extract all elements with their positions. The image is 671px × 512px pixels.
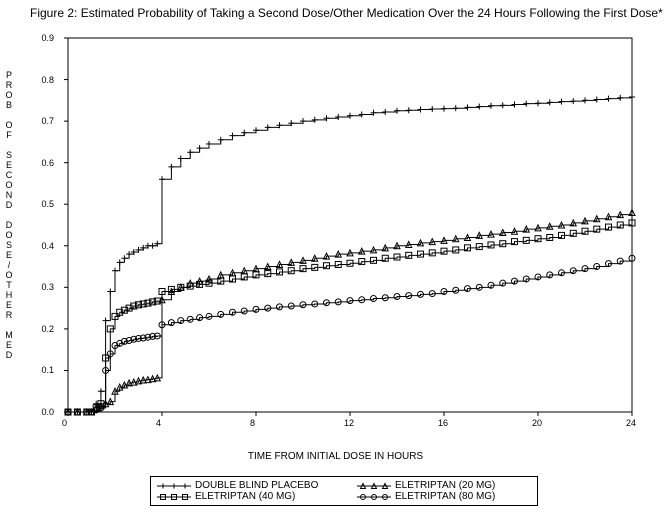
y-tick-label: 0.3 [41,282,54,292]
square-marker-icon [157,492,191,502]
x-tick-label: 24 [626,418,636,428]
y-tick-label: 0.0 [41,407,54,417]
y-tick-label: 0.5 [41,199,54,209]
x-tick-label: 0 [62,418,67,428]
legend-label: DOUBLE BLIND PLACEBO [195,480,318,491]
legend-item-placebo: DOUBLE BLIND PLACEBO [157,480,357,491]
x-tick-label: 8 [250,418,255,428]
x-tick-label: 16 [438,418,448,428]
y-axis-label: PROBOFSECONDDOSE/OTHERMED [4,70,14,360]
y-tick-label: 0.8 [41,75,54,85]
legend-item-ele20: ELETRIPTAN (20 MG) [357,480,527,491]
y-tick-label: 0.2 [41,324,54,334]
legend-label: ELETRIPTAN (40 MG) [195,491,295,502]
y-tick-label: 0.9 [41,33,54,43]
x-tick-label: 4 [156,418,161,428]
triangle-marker-icon [357,481,391,491]
x-axis-label: TIME FROM INITIAL DOSE IN HOURS [0,451,671,462]
legend-label: ELETRIPTAN (20 MG) [395,480,495,491]
plus-marker-icon [157,481,191,491]
legend-item-ele80: ELETRIPTAN (80 MG) [357,491,527,502]
x-tick-label: 12 [344,418,354,428]
circle-marker-icon [357,492,391,502]
legend-label: ELETRIPTAN (80 MG) [395,491,495,502]
y-tick-label: 0.4 [41,241,54,251]
y-tick-label: 0.1 [41,365,54,375]
legend: DOUBLE BLIND PLACEBO ELETRIPTAN (20 MG) … [150,476,538,506]
y-tick-label: 0.6 [41,158,54,168]
legend-item-ele40: ELETRIPTAN (40 MG) [157,491,357,502]
x-tick-label: 20 [532,418,542,428]
figure-title: Figure 2: Estimated Probability of Takin… [30,6,663,20]
y-tick-label: 0.7 [41,116,54,126]
probability-chart [60,30,640,430]
